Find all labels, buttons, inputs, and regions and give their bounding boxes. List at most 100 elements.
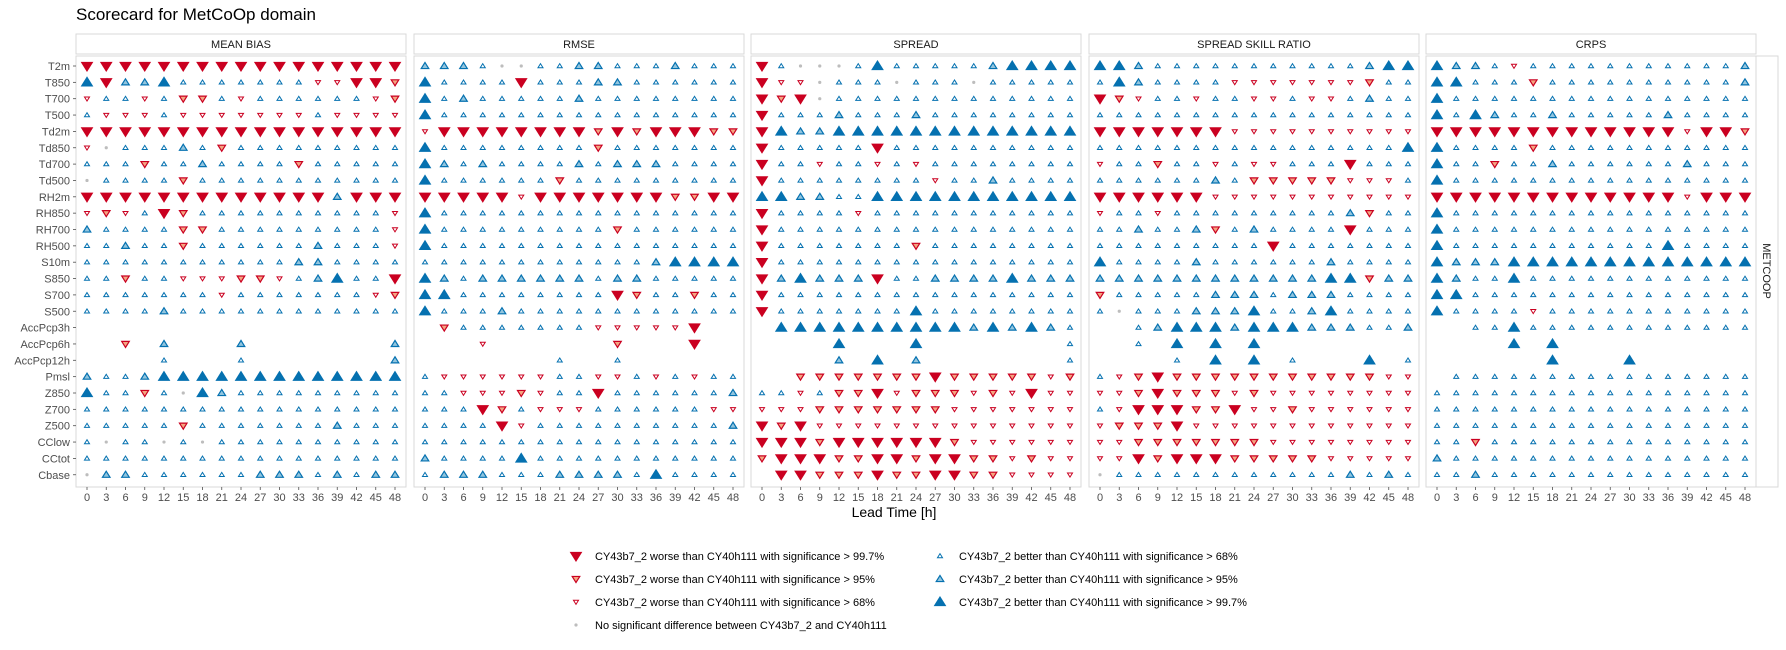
score-marker: [1549, 242, 1556, 249]
score-marker: [498, 324, 506, 330]
score-marker: [1266, 241, 1280, 252]
score-marker: [1366, 439, 1373, 446]
score-marker: [83, 422, 91, 428]
score-marker: [1008, 209, 1016, 216]
score-marker: [1683, 438, 1691, 445]
x-tick-label: 48: [1064, 492, 1076, 504]
score-marker: [728, 388, 738, 397]
score-marker: [931, 79, 939, 85]
score-marker: [1306, 455, 1317, 464]
score-marker: [1741, 95, 1749, 101]
score-marker: [795, 192, 806, 200]
score-marker: [1066, 209, 1074, 216]
score-marker: [1452, 422, 1460, 428]
score-marker: [83, 438, 91, 445]
score-marker: [1209, 454, 1222, 465]
score-marker: [1404, 439, 1412, 446]
score-marker: [1231, 423, 1239, 429]
score-marker: [1346, 242, 1354, 249]
score-marker: [292, 127, 306, 138]
score-marker: [1740, 77, 1750, 86]
score-marker: [1173, 307, 1181, 314]
score-marker: [292, 370, 306, 381]
score-marker: [1096, 79, 1104, 85]
score-marker: [612, 226, 623, 235]
panel-plot-area: [1425, 55, 1757, 488]
score-marker: [774, 437, 788, 449]
score-marker: [276, 144, 283, 150]
score-marker: [755, 78, 769, 89]
score-marker: [989, 226, 997, 232]
score-marker: [256, 389, 264, 396]
score-marker: [893, 390, 901, 397]
score-marker: [776, 273, 787, 282]
score-marker: [1472, 209, 1479, 216]
score-marker: [1469, 192, 1482, 203]
score-marker: [758, 407, 766, 413]
score-marker: [691, 111, 698, 118]
score-marker: [1289, 209, 1296, 216]
score-marker: [1269, 439, 1277, 446]
score-marker: [1385, 307, 1393, 314]
score-marker: [1289, 439, 1296, 446]
score-marker: [1507, 321, 1521, 332]
score-marker: [1568, 455, 1576, 461]
x-tick-label: 18: [1546, 492, 1558, 504]
score-marker: [218, 276, 226, 282]
score-marker: [440, 242, 448, 249]
score-marker: [986, 321, 1000, 332]
x-tick-label: 9: [1492, 492, 1498, 504]
x-tick-label: 6: [797, 492, 803, 504]
score-marker: [460, 406, 467, 412]
score-marker: [854, 423, 862, 429]
score-marker: [951, 79, 958, 85]
score-marker: [707, 256, 721, 267]
score-marker: [1066, 242, 1074, 249]
score-marker: [1661, 192, 1675, 203]
score-marker: [1231, 226, 1239, 232]
score-marker: [818, 64, 822, 68]
score-marker: [218, 226, 226, 232]
score-marker: [141, 177, 149, 183]
score-marker: [972, 80, 976, 84]
score-marker: [1191, 373, 1202, 382]
score-marker: [497, 273, 507, 282]
score-marker: [1568, 111, 1576, 118]
score-marker: [911, 471, 921, 480]
score-marker: [370, 470, 381, 478]
score-marker: [611, 290, 624, 301]
score-marker: [816, 307, 824, 314]
score-marker: [537, 471, 544, 477]
score-marker: [1173, 471, 1181, 477]
score-marker: [931, 307, 939, 314]
score-marker: [1606, 471, 1614, 477]
score-marker: [729, 455, 737, 461]
score-marker: [160, 258, 168, 265]
score-marker: [353, 275, 360, 281]
score-marker: [418, 92, 432, 103]
score-marker: [1430, 174, 1444, 185]
parameter-label: CClow: [38, 437, 70, 449]
score-marker: [120, 241, 131, 250]
score-marker: [1212, 194, 1219, 201]
x-tick-label: 27: [254, 492, 266, 504]
score-marker: [1645, 144, 1653, 150]
score-marker: [1661, 127, 1675, 138]
score-marker: [1047, 242, 1055, 249]
score-marker: [476, 127, 490, 138]
score-marker: [1645, 455, 1653, 461]
score-marker: [292, 61, 306, 73]
score-marker: [797, 80, 804, 86]
score-marker: [1626, 242, 1633, 249]
score-marker: [1587, 373, 1595, 379]
score-marker: [633, 471, 641, 477]
score-marker: [440, 258, 448, 265]
score-marker: [418, 109, 432, 120]
score-marker: [372, 438, 380, 445]
score-marker: [1231, 194, 1239, 201]
score-marker: [931, 160, 939, 167]
score-marker: [440, 209, 448, 216]
score-marker: [1152, 422, 1163, 431]
score-marker: [834, 471, 844, 480]
